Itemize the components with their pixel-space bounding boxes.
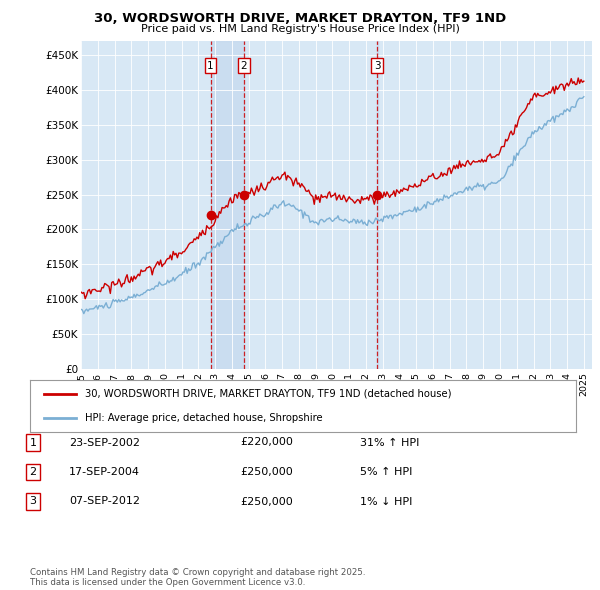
Text: Price paid vs. HM Land Registry's House Price Index (HPI): Price paid vs. HM Land Registry's House … bbox=[140, 24, 460, 34]
Text: £250,000: £250,000 bbox=[240, 497, 293, 506]
Text: 1: 1 bbox=[29, 438, 37, 447]
Text: £250,000: £250,000 bbox=[240, 467, 293, 477]
Text: 23-SEP-2002: 23-SEP-2002 bbox=[69, 438, 140, 447]
Text: 3: 3 bbox=[29, 497, 37, 506]
Text: 2: 2 bbox=[241, 61, 247, 71]
Text: 07-SEP-2012: 07-SEP-2012 bbox=[69, 497, 140, 506]
Text: HPI: Average price, detached house, Shropshire: HPI: Average price, detached house, Shro… bbox=[85, 413, 322, 423]
Bar bbox=[211, 41, 244, 369]
Text: 1: 1 bbox=[207, 61, 214, 71]
Text: 30, WORDSWORTH DRIVE, MARKET DRAYTON, TF9 1ND: 30, WORDSWORTH DRIVE, MARKET DRAYTON, TF… bbox=[94, 12, 506, 25]
Text: Contains HM Land Registry data © Crown copyright and database right 2025.
This d: Contains HM Land Registry data © Crown c… bbox=[30, 568, 365, 587]
Text: 1% ↓ HPI: 1% ↓ HPI bbox=[360, 497, 412, 506]
Text: 3: 3 bbox=[374, 61, 380, 71]
Text: 2: 2 bbox=[29, 467, 37, 477]
Text: 30, WORDSWORTH DRIVE, MARKET DRAYTON, TF9 1ND (detached house): 30, WORDSWORTH DRIVE, MARKET DRAYTON, TF… bbox=[85, 389, 451, 399]
Text: 17-SEP-2004: 17-SEP-2004 bbox=[69, 467, 140, 477]
Text: 5% ↑ HPI: 5% ↑ HPI bbox=[360, 467, 412, 477]
Text: 31% ↑ HPI: 31% ↑ HPI bbox=[360, 438, 419, 447]
Text: £220,000: £220,000 bbox=[240, 438, 293, 447]
